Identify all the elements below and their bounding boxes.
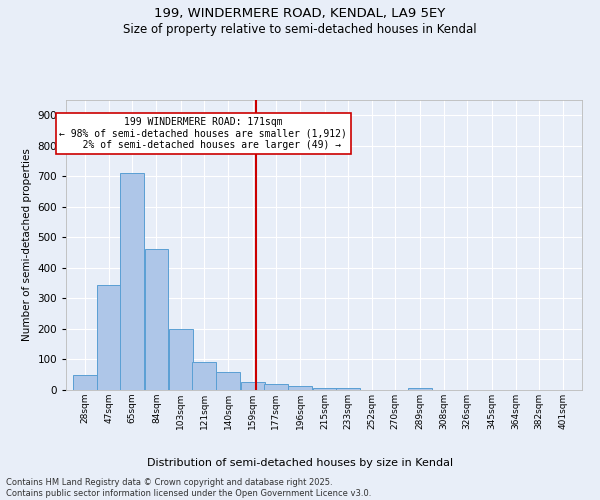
Bar (217, 372, 241, 390)
Text: 199 WINDERMERE ROAD: 171sqm
← 98% of semi-detached houses are smaller (1,912)
  : 199 WINDERMERE ROAD: 171sqm ← 98% of sem… (59, 117, 347, 150)
Y-axis label: Number of semi-detached properties: Number of semi-detached properties (22, 148, 32, 342)
Bar (73, 376, 97, 390)
Bar (145, 248, 169, 390)
Text: Contains HM Land Registry data © Crown copyright and database right 2025.
Contai: Contains HM Land Registry data © Crown c… (6, 478, 371, 498)
Bar (169, 329, 193, 390)
Bar (313, 388, 337, 390)
Bar (192, 362, 216, 390)
Bar (289, 386, 312, 390)
Bar (241, 382, 265, 390)
Bar (120, 172, 144, 390)
Bar (407, 388, 431, 390)
Text: 199, WINDERMERE ROAD, KENDAL, LA9 5EY: 199, WINDERMERE ROAD, KENDAL, LA9 5EY (154, 8, 446, 20)
Bar (264, 384, 288, 390)
Text: Distribution of semi-detached houses by size in Kendal: Distribution of semi-detached houses by … (147, 458, 453, 468)
Bar (97, 284, 121, 390)
Text: Size of property relative to semi-detached houses in Kendal: Size of property relative to semi-detach… (123, 22, 477, 36)
Bar (336, 388, 359, 390)
